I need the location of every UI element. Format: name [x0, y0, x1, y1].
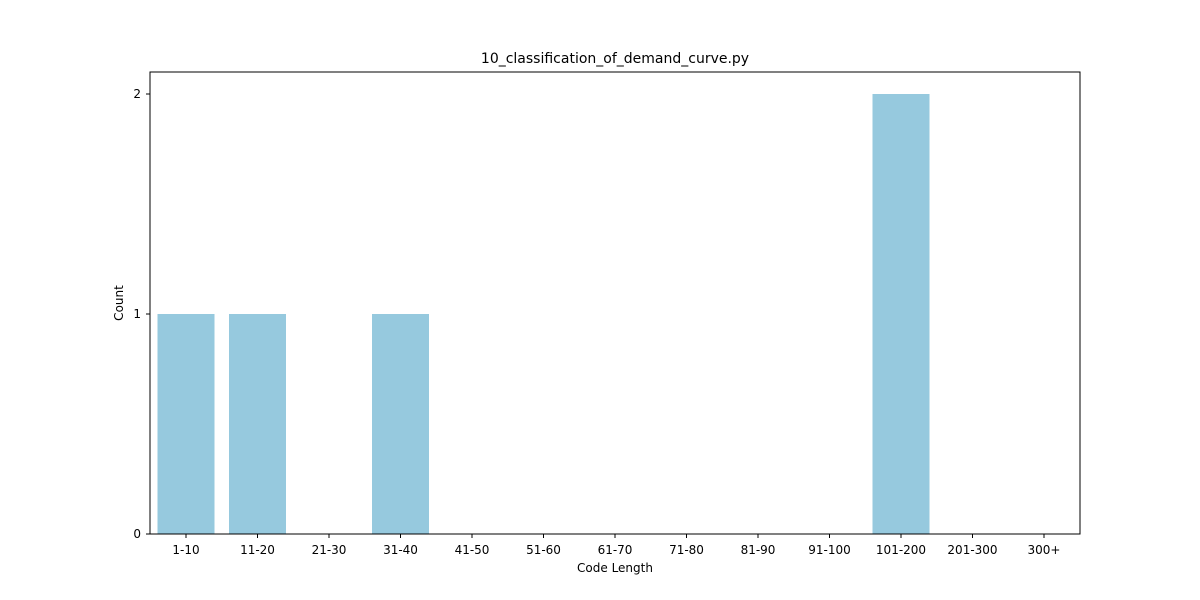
- bar-1-10: [157, 314, 215, 534]
- bar-101-200: [872, 94, 930, 534]
- x-tick-label-51-60: 51-60: [526, 543, 561, 557]
- x-tick-label-61-70: 61-70: [598, 543, 633, 557]
- x-tick-label-41-50: 41-50: [455, 543, 490, 557]
- y-axis: 0 1 2: [133, 87, 150, 541]
- x-tick-label-11-20: 11-20: [240, 543, 275, 557]
- x-tick-label-21-30: 21-30: [312, 543, 347, 557]
- x-axis-label: Code Length: [577, 561, 653, 575]
- x-tick-label-201-300: 201-300: [947, 543, 997, 557]
- x-tick-label-71-80: 71-80: [669, 543, 704, 557]
- y-tick-label-1: 1: [133, 307, 141, 321]
- plot-frame: [149, 71, 1081, 535]
- x-tick-label-300: 300+: [1028, 543, 1061, 557]
- x-tick-label-81-90: 81-90: [741, 543, 776, 557]
- y-tick-label-0: 0: [133, 527, 141, 541]
- bar-11-20: [229, 314, 286, 534]
- y-axis-label: Count: [112, 285, 126, 321]
- x-tick-label-91-100: 91-100: [808, 543, 851, 557]
- x-axis: 1-10 11-20 21-30 31-40 41-50 51-60 61-70 71-80 8…: [172, 534, 1060, 557]
- x-tick-label-1-10: 1-10: [172, 543, 199, 557]
- chart-title: 10_classification_of_demand_curve.py: [481, 51, 749, 67]
- bar-31-40: [372, 314, 429, 534]
- bars-layer: [157, 94, 930, 534]
- x-tick-label-101-200: 101-200: [876, 543, 926, 557]
- x-tick-label-31-40: 31-40: [383, 543, 418, 557]
- y-tick-label-2: 2: [133, 87, 141, 101]
